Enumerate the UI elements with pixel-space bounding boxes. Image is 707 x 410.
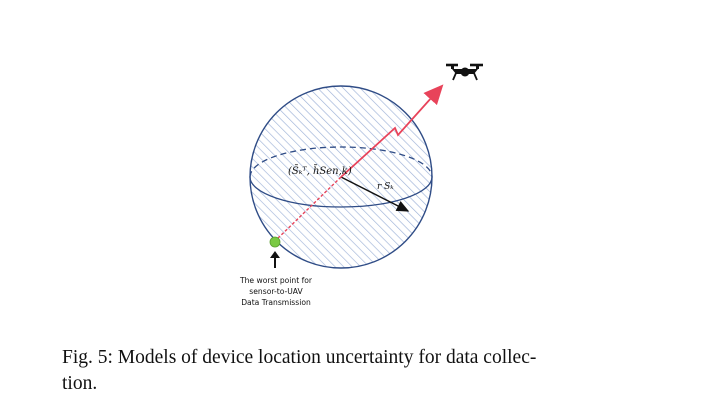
worst-point-link (274, 176, 342, 242)
equator-back (249, 146, 433, 178)
worst-point-label-1: The worst point for (239, 276, 313, 285)
uav-drone-icon (446, 63, 483, 81)
figure-caption: Fig. 5: Models of device location uncert… (62, 345, 662, 397)
caption-line-2: tion. (62, 373, 98, 394)
caption-line-1: Fig. 5: Models of device location uncert… (62, 347, 537, 368)
worst-point-label-3: Data Transmission (241, 298, 311, 307)
worst-point-label-2: sensor-to-UAV (249, 287, 303, 296)
center-label: (S̄ₖᵀ, h̄Sen,k) (288, 165, 352, 177)
radius-arrow (340, 176, 410, 212)
sensor-point-icon (269, 236, 281, 248)
equator-front (249, 176, 433, 208)
up-arrow-icon (270, 251, 280, 268)
uav-link-arrow (340, 84, 444, 178)
radius-label: r Sₖ (377, 182, 394, 192)
